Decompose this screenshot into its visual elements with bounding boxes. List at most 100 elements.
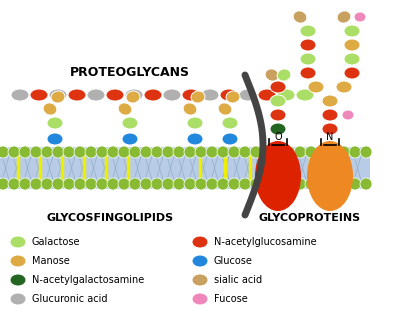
Ellipse shape [327,178,339,190]
Ellipse shape [294,178,306,190]
Ellipse shape [184,178,196,190]
Ellipse shape [52,178,64,190]
Ellipse shape [74,146,86,158]
Ellipse shape [239,89,257,101]
Ellipse shape [10,255,26,267]
Ellipse shape [201,89,219,101]
Ellipse shape [144,89,162,101]
Ellipse shape [122,133,138,145]
Ellipse shape [322,109,338,121]
Ellipse shape [140,178,152,190]
Text: Galactose: Galactose [32,237,80,247]
Text: sialic acid: sialic acid [214,275,262,285]
Ellipse shape [305,178,317,190]
Ellipse shape [87,89,105,101]
Text: O: O [274,132,282,142]
Ellipse shape [344,53,360,65]
Ellipse shape [162,178,174,190]
Text: Glucose: Glucose [214,256,253,266]
Ellipse shape [261,178,273,190]
Ellipse shape [10,274,26,286]
Ellipse shape [337,11,351,23]
Ellipse shape [19,146,31,158]
Ellipse shape [125,89,143,101]
Ellipse shape [206,146,218,158]
Text: GLYCOSFINGOLIPIDS: GLYCOSFINGOLIPIDS [46,213,174,223]
Ellipse shape [250,146,262,158]
Ellipse shape [163,89,181,101]
Ellipse shape [74,178,86,190]
Ellipse shape [336,81,352,93]
Ellipse shape [283,146,295,158]
Ellipse shape [255,141,301,211]
Ellipse shape [118,103,132,115]
Ellipse shape [129,178,141,190]
Ellipse shape [222,133,238,145]
Text: N: N [326,132,334,142]
Ellipse shape [10,293,26,305]
Ellipse shape [51,91,65,103]
Ellipse shape [220,89,238,101]
Ellipse shape [261,146,273,158]
Ellipse shape [305,146,317,158]
Ellipse shape [187,133,203,145]
Ellipse shape [192,293,208,305]
Ellipse shape [10,236,26,248]
Ellipse shape [96,178,108,190]
Ellipse shape [338,146,350,158]
Ellipse shape [182,89,200,101]
Ellipse shape [228,146,240,158]
Ellipse shape [228,178,240,190]
Ellipse shape [41,178,53,190]
Ellipse shape [294,146,306,158]
Ellipse shape [308,81,324,93]
Ellipse shape [118,146,130,158]
Ellipse shape [349,178,361,190]
Ellipse shape [184,146,196,158]
Ellipse shape [68,89,86,101]
Ellipse shape [19,178,31,190]
Ellipse shape [222,117,238,129]
Ellipse shape [47,133,63,145]
Ellipse shape [300,53,316,65]
Ellipse shape [338,178,350,190]
Ellipse shape [354,12,366,22]
Text: Fucose: Fucose [214,294,248,304]
Ellipse shape [218,103,232,115]
Ellipse shape [300,39,316,51]
Ellipse shape [8,146,20,158]
Ellipse shape [30,146,42,158]
Ellipse shape [270,81,286,93]
Ellipse shape [322,123,338,135]
Ellipse shape [107,178,119,190]
Ellipse shape [349,146,361,158]
Ellipse shape [192,255,208,267]
Ellipse shape [192,274,208,286]
Text: Glucuronic acid: Glucuronic acid [32,294,108,304]
Ellipse shape [258,89,276,101]
Ellipse shape [300,67,316,79]
Text: N-acetylglucosamine: N-acetylglucosamine [214,237,317,247]
Ellipse shape [43,103,57,115]
Ellipse shape [173,146,185,158]
Ellipse shape [85,178,97,190]
Ellipse shape [151,146,163,158]
Ellipse shape [206,178,218,190]
Ellipse shape [106,89,124,101]
Ellipse shape [30,178,42,190]
Ellipse shape [85,146,97,158]
Ellipse shape [342,110,354,120]
Ellipse shape [277,89,295,101]
Ellipse shape [0,146,9,158]
Ellipse shape [63,146,75,158]
Text: PROTEOGLYCANS: PROTEOGLYCANS [70,66,190,79]
Ellipse shape [293,11,307,23]
Ellipse shape [195,178,207,190]
Ellipse shape [296,89,314,101]
Ellipse shape [316,178,328,190]
Ellipse shape [272,146,284,158]
Ellipse shape [30,89,48,101]
Ellipse shape [250,178,262,190]
Ellipse shape [49,89,67,101]
Ellipse shape [217,146,229,158]
